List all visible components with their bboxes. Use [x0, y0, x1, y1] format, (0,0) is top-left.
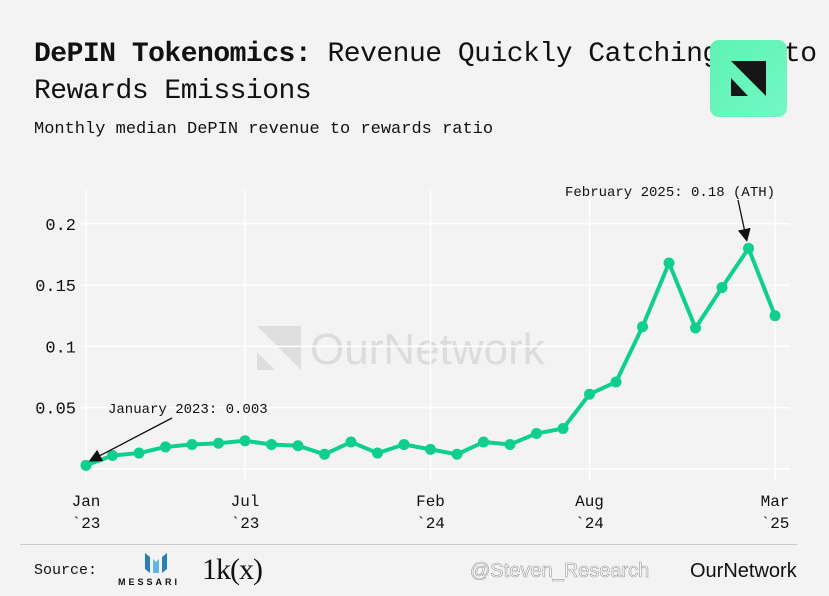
x-tick-label-year: `25	[761, 515, 790, 533]
y-tick-label: 0.2	[45, 217, 76, 236]
annotation-label: January 2023: 0.003	[108, 402, 268, 418]
title-bold: DePIN Tokenomics:	[34, 39, 312, 70]
footer-divider	[20, 544, 797, 545]
y-tick-label: 0.15	[35, 278, 76, 297]
data-point	[319, 448, 330, 460]
data-point	[663, 257, 675, 269]
logo-mark-icon	[731, 61, 766, 96]
x-tick-label-year: `23	[72, 515, 101, 533]
data-point	[186, 438, 198, 450]
data-point	[372, 447, 383, 459]
messari-logo-icon	[145, 553, 167, 573]
data-point	[292, 440, 304, 452]
x-tick-label: Feb	[416, 493, 445, 511]
x-tick-label-year: `24	[416, 515, 445, 533]
data-point	[133, 447, 145, 459]
messari-logo: MESSARI	[118, 577, 181, 587]
x-tick-label: Aug	[575, 493, 604, 511]
annotation-arrow	[737, 199, 751, 242]
data-point	[743, 242, 754, 254]
data-point	[398, 438, 410, 450]
annotation-label: February 2025: 0.18 (ATH)	[565, 185, 775, 201]
data-point	[610, 376, 622, 388]
x-tick-label: Jul	[231, 493, 260, 511]
y-tick-label: 0.05	[35, 401, 76, 420]
footer-brand: OurNetwork	[690, 560, 797, 582]
data-point	[451, 448, 463, 460]
data-point	[637, 321, 648, 333]
data-point	[769, 310, 781, 322]
data-point	[107, 450, 118, 462]
data-point	[80, 459, 92, 471]
data-point	[716, 282, 728, 294]
data-point	[584, 388, 595, 400]
data-point	[239, 435, 251, 447]
x-tick-label-year: `24	[575, 515, 604, 533]
data-point	[557, 423, 569, 435]
x-tick-label: Jan	[72, 493, 101, 511]
data-point	[504, 438, 516, 450]
data-point	[478, 436, 489, 448]
data-point	[213, 437, 224, 449]
data-point	[266, 438, 277, 450]
user-watermark: @Steven_Research	[470, 560, 650, 583]
data-point	[345, 436, 357, 448]
ournetwork-logo	[710, 40, 787, 117]
data-point	[531, 427, 542, 439]
watermark: OurNetwork	[310, 325, 545, 374]
y-tick-label: 0.1	[45, 339, 76, 358]
source-label: Source:	[34, 562, 98, 579]
subtitle: Monthly median DePIN revenue to rewards …	[34, 120, 494, 139]
data-point	[690, 322, 701, 334]
watermark-logo-icon	[257, 326, 301, 370]
x-tick-label: Mar	[761, 493, 790, 511]
annotation-arrow	[88, 417, 173, 462]
data-point	[425, 443, 436, 455]
data-point	[160, 441, 171, 453]
1kx-logo: 1k(x)	[202, 553, 263, 586]
x-tick-label-year: `23	[231, 515, 260, 533]
